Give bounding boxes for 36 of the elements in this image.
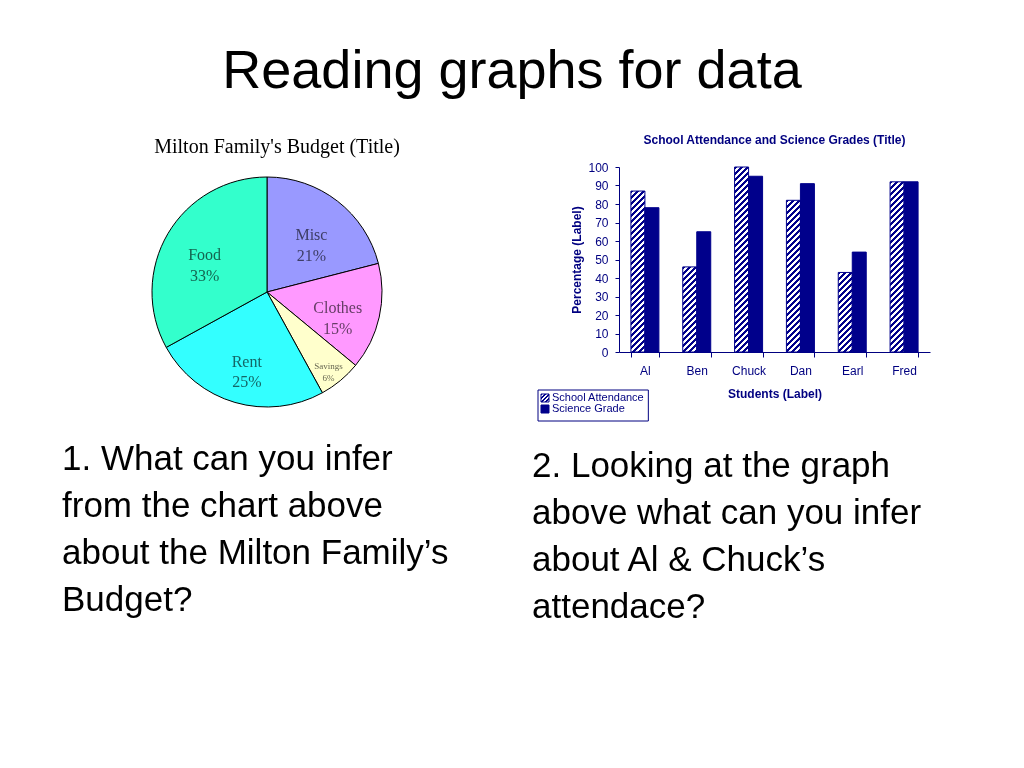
data-label: 25%	[232, 373, 262, 391]
data-label: 33%	[189, 266, 220, 284]
data-label: 15%	[323, 319, 353, 337]
x-tick-label: Al	[640, 363, 651, 378]
x-tick-label: Dan	[789, 363, 812, 378]
x-tick-label: Earl	[842, 363, 864, 378]
chart-title: School Attendance and Science Grades (Title)	[643, 133, 906, 147]
text: 1. What can you infer from the chart above about the Milton Family’s Budget?	[62, 438, 449, 618]
data-label: 21%	[296, 246, 327, 264]
slice-label: Rent	[231, 352, 263, 370]
x-tick-label: Ben	[686, 363, 708, 378]
slice-label: Savings	[314, 361, 344, 372]
chart-title: Milton Family's Budget (Title)	[154, 135, 400, 158]
y-axis-title: Percentage (Label)	[570, 206, 585, 314]
slice-label: Food	[188, 246, 222, 264]
y-tick-label: 20	[595, 308, 609, 323]
y-tick-label: 40	[595, 271, 609, 286]
y-tick-label: 70	[595, 216, 609, 230]
y-tick-label: 60	[595, 234, 609, 249]
data-label: 6%	[322, 373, 336, 384]
x-tick-label: Chuck	[732, 363, 768, 378]
text: 2. Looking at the graph above what can you infer about Al & Chuck’s attendace?	[532, 445, 922, 625]
y-tick-label: 0	[601, 345, 609, 360]
x-tick-label: Fred	[892, 363, 917, 378]
y-tick-label: 80	[595, 197, 609, 212]
slice-label: Clothes	[313, 298, 363, 316]
legend-label: School Attendance	[552, 391, 644, 403]
y-tick-label: 90	[595, 179, 609, 193]
y-tick-label: 10	[595, 327, 609, 341]
y-tick-label: 100	[588, 160, 609, 175]
y-tick-label: 50	[595, 253, 609, 267]
y-tick-label: 30	[595, 290, 609, 304]
legend-label: Science Grade	[552, 402, 625, 414]
slice-label: Misc	[295, 225, 328, 243]
x-axis-title: Students (Label)	[727, 386, 823, 401]
text: Reading graphs for data	[222, 39, 803, 99]
